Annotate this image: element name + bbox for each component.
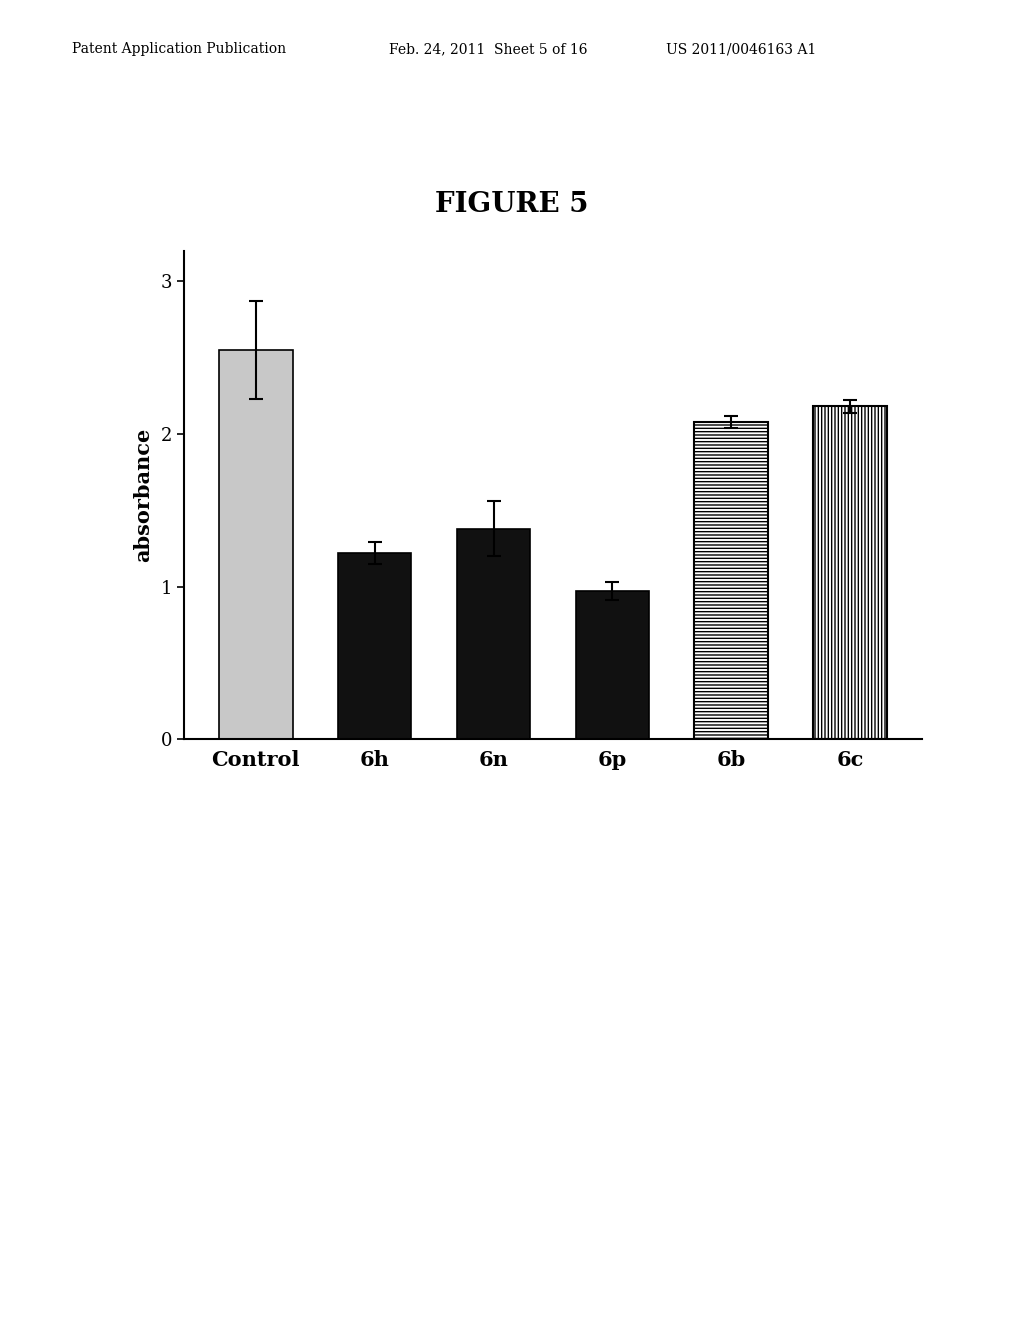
Bar xyxy=(338,553,412,739)
Bar xyxy=(575,591,649,739)
Bar xyxy=(457,528,530,739)
Bar xyxy=(694,422,768,739)
Bar xyxy=(813,407,887,739)
Bar xyxy=(219,350,293,739)
Text: US 2011/0046163 A1: US 2011/0046163 A1 xyxy=(666,42,816,57)
Text: Patent Application Publication: Patent Application Publication xyxy=(72,42,286,57)
Text: Feb. 24, 2011  Sheet 5 of 16: Feb. 24, 2011 Sheet 5 of 16 xyxy=(389,42,588,57)
Y-axis label: absorbance: absorbance xyxy=(133,428,153,562)
Bar xyxy=(219,350,293,739)
Text: FIGURE 5: FIGURE 5 xyxy=(435,191,589,218)
